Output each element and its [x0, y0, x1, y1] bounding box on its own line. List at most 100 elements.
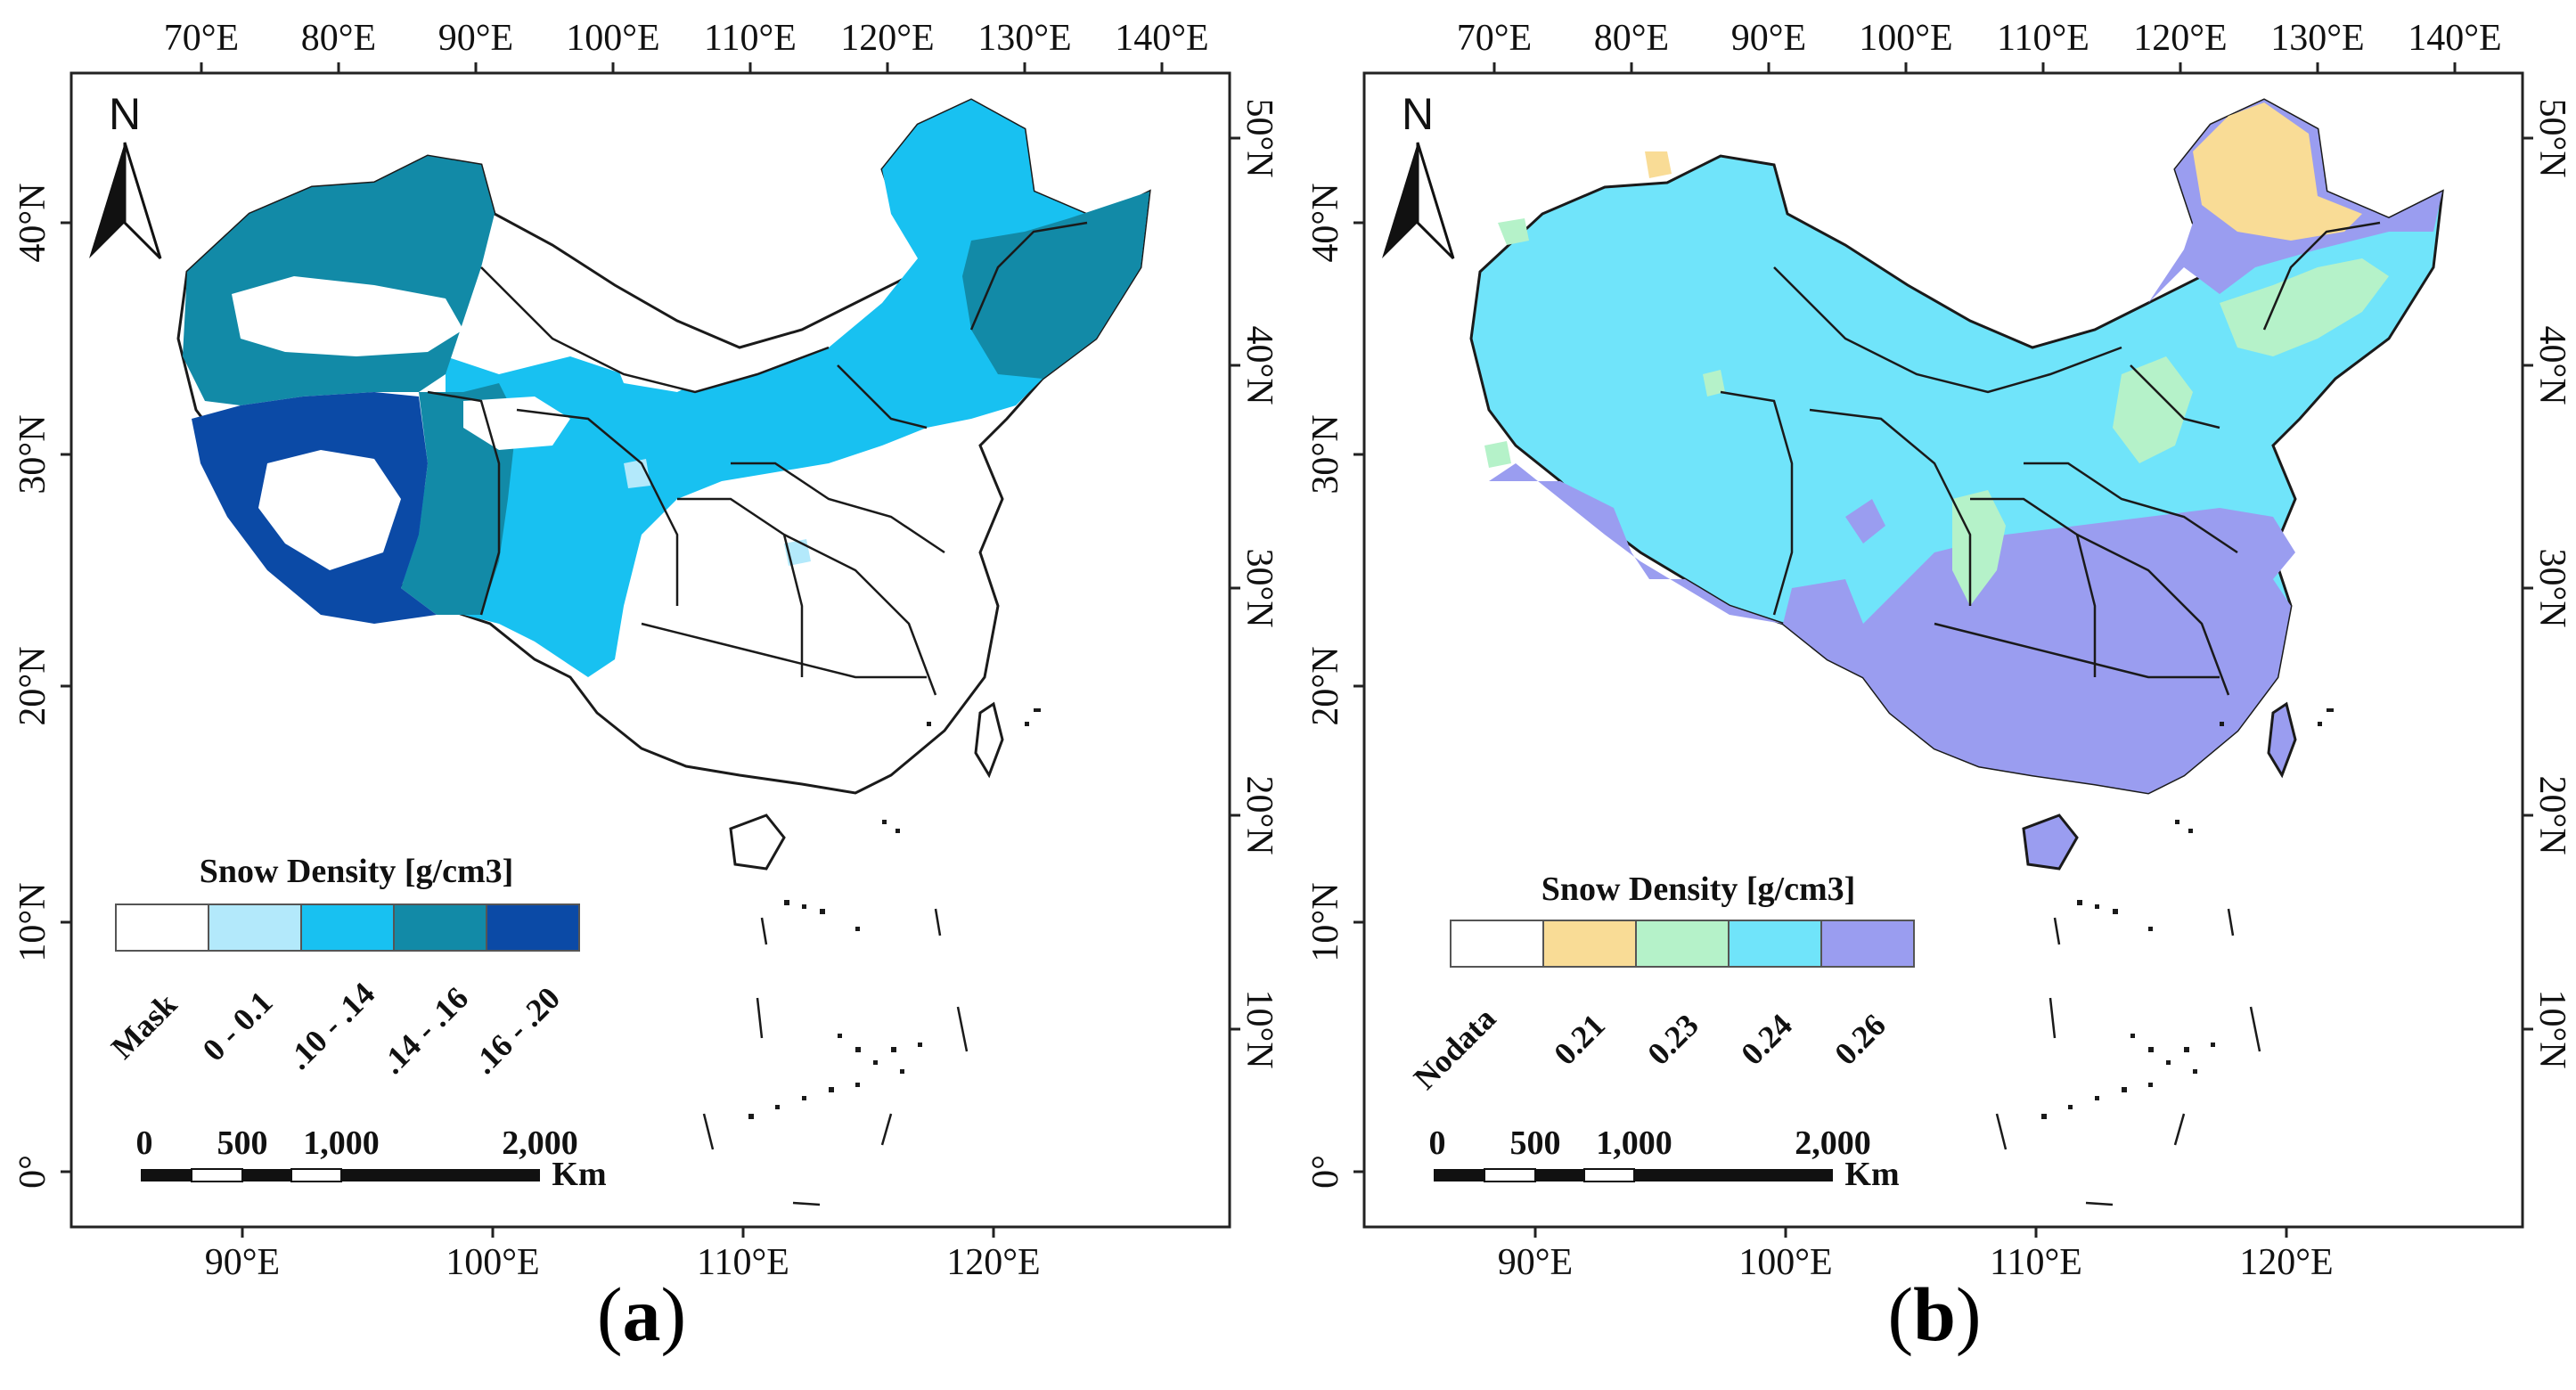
sea-island-line: [2053, 917, 2061, 945]
class-023-patch: [2220, 258, 2389, 356]
north-label: N: [109, 89, 141, 139]
top-tick-label: 90°E: [1731, 18, 1806, 59]
right-tick-label: 10°N: [1239, 989, 1280, 1068]
scale-label: 0: [136, 1124, 153, 1162]
left-tick-label: 30°N: [12, 414, 53, 494]
province-border: [783, 533, 937, 696]
bottom-tick-label: 120°E: [946, 1242, 1040, 1283]
left-tick-label: 0°: [12, 1155, 53, 1189]
taiwan-island: [2267, 701, 2297, 779]
legend-swatches: [1450, 920, 1915, 968]
province-border: [480, 266, 830, 394]
legend-swatch-16-20: [486, 904, 580, 952]
right-tick-label: 50°N: [2531, 98, 2572, 177]
class-10-14-region: [392, 100, 1149, 677]
right-ticks: [2523, 136, 2533, 1031]
right-tick-label: 10°N: [2531, 989, 2572, 1068]
legend-swatches: [115, 904, 580, 952]
top-tick-label: 110°E: [704, 18, 797, 59]
scale-bar: [1434, 1168, 1833, 1182]
top-tick-label: 130°E: [2270, 18, 2364, 59]
legend-title: Snow Density [g/cm3]: [200, 853, 514, 890]
panel-a: 70°E 80°E 90°E 100°E 110°E 120°E 130°E 1…: [0, 0, 1283, 1390]
class-021-region: [2193, 102, 2362, 241]
legend-swatch-nodata: [1450, 920, 1544, 968]
legend-swatch-0-01: [208, 904, 302, 952]
legend-swatch-024: [1728, 920, 1822, 968]
scale-label: 1,000: [1596, 1124, 1672, 1162]
top-tick-label: 90°E: [438, 18, 513, 59]
province-border: [1720, 390, 1794, 616]
sea-island-line: [934, 908, 942, 936]
class-021-patch: [1645, 151, 1672, 178]
province-border: [2076, 533, 2230, 696]
province-border: [969, 221, 1088, 331]
legend-swatch-021: [1542, 920, 1637, 968]
class-023-patch: [2113, 356, 2193, 463]
bottom-ticks: [1533, 1227, 2288, 1238]
sea-island-dots: [748, 708, 1041, 1119]
top-ticks: [200, 62, 1164, 73]
left-tick-label: 0°: [1305, 1155, 1346, 1189]
sea-island-line: [2227, 908, 2235, 936]
province-border: [2024, 462, 2238, 554]
bottom-tick-label: 110°E: [697, 1242, 789, 1283]
legend-title: Snow Density [g/cm3]: [1542, 871, 1856, 908]
sea-island-line: [2249, 1006, 2261, 1052]
top-tick-label: 70°E: [164, 18, 239, 59]
panel-b: 70°E 80°E 90°E 100°E 110°E 120°E 130°E 1…: [1293, 0, 2576, 1390]
scale-label: 2,000: [1795, 1124, 1871, 1162]
bottom-ticks: [241, 1227, 995, 1238]
province-border: [837, 364, 928, 429]
bottom-tick-label: 100°E: [1738, 1242, 1832, 1283]
north-arrow-icon: [123, 142, 162, 260]
scale-label: 0: [1429, 1124, 1446, 1162]
legend-swatch-026: [1820, 920, 1915, 968]
bottom-tick-label: 90°E: [205, 1242, 280, 1283]
bottom-tick-label: 90°E: [1498, 1242, 1573, 1283]
right-tick-label: 40°N: [1239, 325, 1280, 405]
top-tick-label: 100°E: [566, 18, 659, 59]
mask-blob-qinghai: [463, 397, 570, 450]
mask-blob-mongolia: [606, 339, 713, 392]
hainan-island: [729, 814, 786, 871]
top-tick-label: 120°E: [2133, 18, 2227, 59]
north-arrow-icon: [89, 143, 125, 258]
left-tick-label: 40°N: [1305, 183, 1346, 262]
province-border: [2262, 221, 2381, 331]
sea-island-line: [880, 1113, 893, 1146]
north-arrow-icon: [1382, 143, 1418, 258]
top-tick-label: 100°E: [1859, 18, 1952, 59]
scale-label: 500: [217, 1124, 268, 1162]
top-tick-label: 130°E: [977, 18, 1071, 59]
map-a: 70°E 80°E 90°E 100°E 110°E 120°E 130°E 1…: [12, 18, 1280, 1283]
right-tick-label: 50°N: [1239, 98, 1280, 177]
sea-island-line: [2085, 1201, 2114, 1206]
top-ticks: [1492, 62, 2457, 73]
left-tick-label: 10°N: [1305, 882, 1346, 961]
left-ticks: [1353, 221, 1364, 1173]
top-tick-label: 80°E: [1594, 18, 1669, 59]
left-tick-label: 20°N: [12, 646, 53, 725]
top-tick-label: 120°E: [840, 18, 934, 59]
panel-label: (a): [596, 1271, 687, 1357]
sea-island-dots: [2041, 708, 2334, 1119]
legend-swatch-mask: [115, 904, 209, 952]
scale-label: 500: [1510, 1124, 1561, 1162]
bottom-tick-label: 110°E: [1990, 1242, 2082, 1283]
sea-island-line: [956, 1006, 969, 1052]
scale-label: 2,000: [502, 1124, 578, 1162]
scale-unit: Km: [552, 1156, 606, 1193]
left-tick-label: 30°N: [1305, 414, 1346, 494]
map-b: 70°E 80°E 90°E 100°E 110°E 120°E 130°E 1…: [1305, 18, 2572, 1283]
scale-unit: Km: [1844, 1156, 1899, 1193]
class-026-region-sw: [1489, 463, 1863, 677]
right-tick-label: 40°N: [2531, 325, 2572, 405]
north-arrow-icon: [1416, 142, 1455, 260]
sea-island-line: [2173, 1113, 2186, 1146]
top-tick-label: 110°E: [1997, 18, 2089, 59]
class-14-16-region-ne: [962, 192, 1149, 379]
mask-blob-tarim: [232, 276, 463, 356]
province-border: [641, 622, 927, 679]
right-tick-label: 20°N: [2531, 775, 2572, 854]
